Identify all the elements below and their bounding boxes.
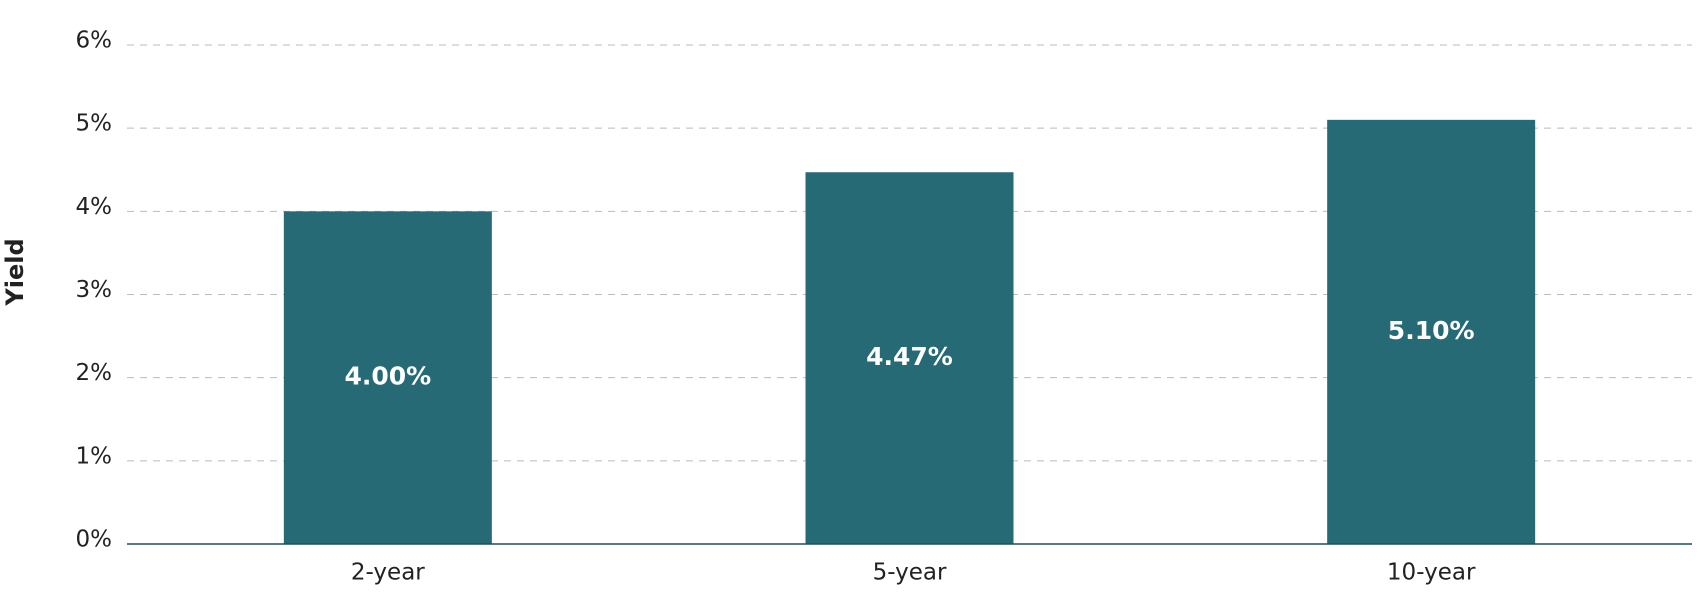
bar <box>805 172 1014 544</box>
bar <box>283 211 492 545</box>
x-tick-label: 2-year <box>351 560 425 586</box>
value-label: 4.00% <box>344 362 431 391</box>
y-tick-label: 4% <box>76 194 113 220</box>
bar <box>1327 119 1536 544</box>
y-tick-label: 0% <box>76 527 113 553</box>
y-axis-label: Yield <box>1 238 29 306</box>
y-tick-label: 2% <box>76 360 113 386</box>
y-tick-label: 3% <box>76 277 113 303</box>
x-tick-label: 10-year <box>1387 560 1476 586</box>
y-tick-label: 6% <box>76 28 113 54</box>
x-tick-label: 5-year <box>873 560 947 586</box>
y-tick-label: 5% <box>76 111 113 137</box>
y-tick-label: 1% <box>76 443 113 469</box>
value-label: 5.10% <box>1388 316 1475 345</box>
value-label: 4.47% <box>866 342 953 371</box>
